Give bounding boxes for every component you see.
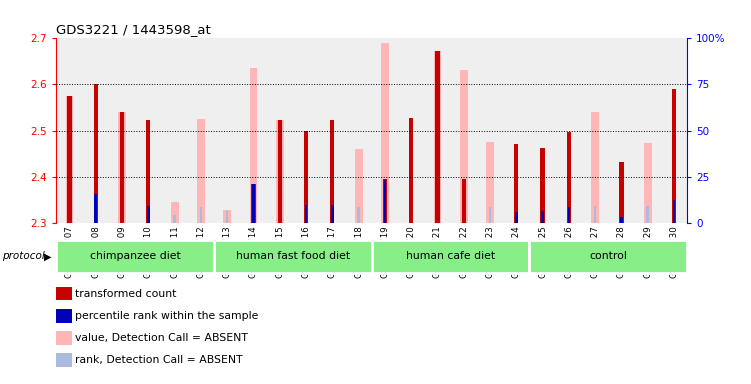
Bar [68,96,71,223]
Bar [409,118,413,223]
Bar [173,215,176,223]
Bar [109,38,135,223]
Text: percentile rank within the sample: percentile rank within the sample [75,311,259,321]
Bar [529,240,687,273]
Bar [276,121,284,223]
Text: ▶: ▶ [44,251,51,262]
Bar [240,38,267,223]
Bar [489,207,491,223]
Bar [94,84,98,223]
Text: value, Detection Call = ABSENT: value, Detection Call = ABSENT [75,333,249,343]
Text: human fast food diet: human fast food diet [236,251,350,262]
Bar [147,206,149,223]
Bar [514,144,518,223]
Bar [424,38,451,223]
Bar [410,182,412,223]
Bar [226,211,228,223]
Bar [305,205,307,223]
Bar [567,132,571,223]
Bar [608,38,635,223]
Bar [135,38,161,223]
Text: chimpanzee diet: chimpanzee diet [90,251,180,262]
Bar [56,240,214,273]
Bar [267,38,293,223]
Bar [161,38,188,223]
Bar [436,51,439,223]
Bar [121,198,123,223]
Bar [673,200,675,223]
Text: transformed count: transformed count [75,289,176,299]
Bar [503,38,529,223]
Text: protocol: protocol [2,251,45,262]
Bar [372,38,398,223]
Text: human cafe diet: human cafe diet [406,251,495,262]
Bar [384,180,386,223]
Bar [65,96,74,223]
Bar [644,143,652,223]
Bar [591,112,599,223]
Bar [477,38,503,223]
Bar [56,331,72,345]
Bar [383,179,387,223]
Bar [188,38,214,223]
Bar [304,131,308,223]
Bar [249,68,258,223]
Bar [529,38,556,223]
Bar [319,38,345,223]
Bar [214,38,240,223]
Bar [279,199,281,223]
Bar [56,38,83,223]
Bar [451,38,477,223]
Bar [515,212,517,223]
Bar [330,120,334,223]
Bar [252,184,255,223]
Bar [541,147,544,223]
Bar [170,202,179,223]
Bar [214,240,372,273]
Bar [118,112,126,223]
Bar [620,162,623,223]
Bar [56,309,72,323]
Bar [486,142,494,223]
Bar [661,38,687,223]
Bar [354,149,363,223]
Bar [83,38,109,223]
Bar [331,205,333,223]
Bar [120,112,124,223]
Bar [381,43,389,223]
Bar [462,179,466,223]
Bar [372,240,529,273]
Bar [556,38,582,223]
Bar [433,51,442,223]
Bar [357,207,360,223]
Text: control: control [590,251,627,262]
Bar [293,38,319,223]
Bar [197,119,205,223]
Bar [200,207,202,223]
Bar [582,38,608,223]
Bar [460,70,468,223]
Bar [278,121,282,223]
Bar [398,38,424,223]
Bar [95,194,97,223]
Bar [345,38,372,223]
Text: GDS3221 / 1443598_at: GDS3221 / 1443598_at [56,23,211,36]
Bar [68,198,71,223]
Bar [252,184,255,223]
Bar [223,210,231,223]
Bar [541,211,544,223]
Bar [568,207,570,223]
Bar [635,38,661,223]
Bar [146,121,150,223]
Bar [436,182,439,223]
Bar [647,206,649,223]
Bar [56,353,72,367]
Bar [620,217,623,223]
Bar [56,287,72,300]
Bar [672,89,676,223]
Text: rank, Detection Call = ABSENT: rank, Detection Call = ABSENT [75,355,243,365]
Bar [463,190,465,223]
Bar [594,206,596,223]
